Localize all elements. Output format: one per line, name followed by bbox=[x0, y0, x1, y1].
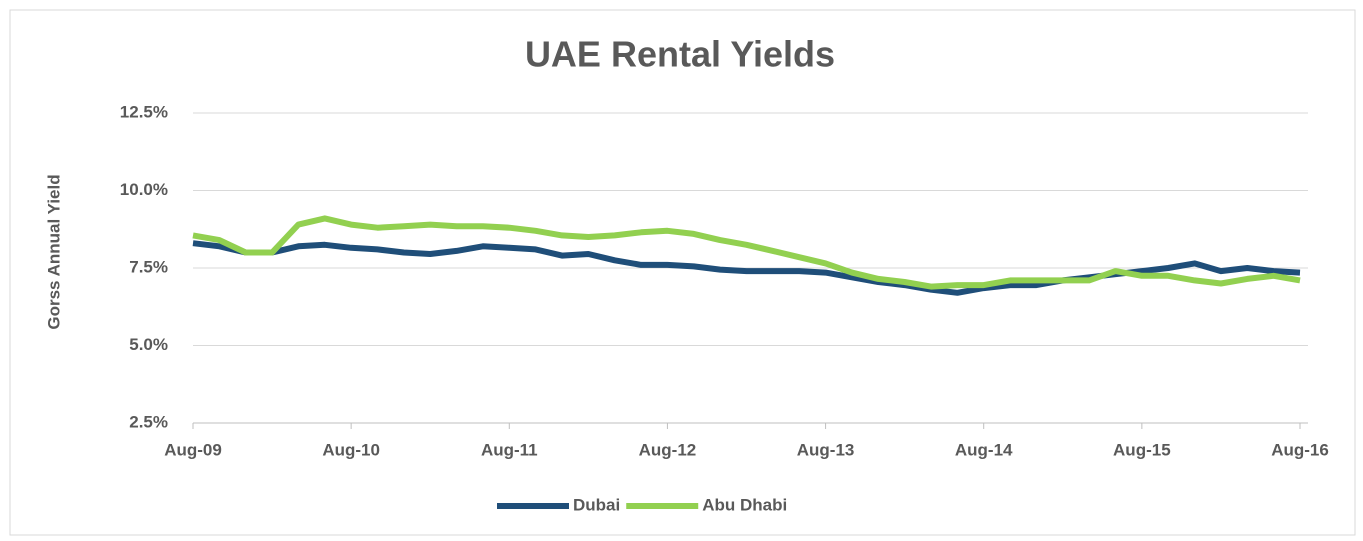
y-tick-label: 2.5% bbox=[129, 412, 168, 431]
y-axis-label: Gorss Annual Yield bbox=[44, 174, 63, 329]
y-tick-label: 7.5% bbox=[129, 257, 168, 276]
x-tick-label: Aug-10 bbox=[322, 440, 380, 459]
chart-title: UAE Rental Yields bbox=[525, 34, 835, 75]
x-tick-label: Aug-11 bbox=[481, 440, 538, 459]
legend-label: Dubai bbox=[573, 495, 620, 514]
x-tick-label: Aug-13 bbox=[797, 440, 855, 459]
series-line bbox=[192, 215, 1301, 290]
x-tick-label: Aug-12 bbox=[639, 440, 697, 459]
y-tick-label: 12.5% bbox=[120, 102, 168, 121]
x-tick-label: Aug-15 bbox=[1113, 440, 1171, 459]
x-tick-label: Aug-14 bbox=[955, 440, 1013, 459]
x-tick-label: Aug-16 bbox=[1271, 440, 1329, 459]
legend-label: Abu Dhabi bbox=[702, 495, 787, 514]
y-tick-label: 10.0% bbox=[120, 180, 168, 199]
x-tick-label: Aug-09 bbox=[164, 440, 222, 459]
y-tick-label: 5.0% bbox=[129, 335, 168, 354]
